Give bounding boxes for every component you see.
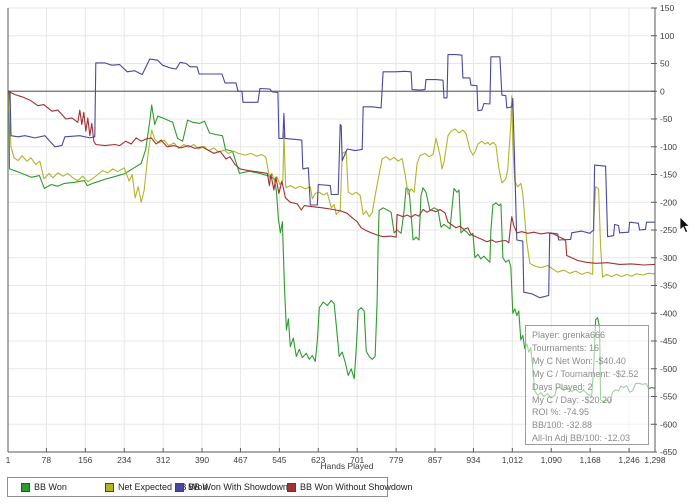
gridlines [8,7,655,452]
tick-labels: 1 78 156 234 312 390 467 545 623 701 779 857 934 1,01… [6,3,678,465]
y-tick-label: -650 [660,447,677,457]
x-tick-label: 1,298 [644,455,666,465]
stats-tooltip: Player: grenka666 Tournaments: 16 My C Net… [525,325,649,445]
tooltip-row: BB/100: -32.88 [532,420,593,431]
y-tick-label: 50 [660,59,670,69]
y-tick-label: -150 [660,170,677,180]
x-tick-label: 1,012 [502,455,524,465]
y-tick-label: -500 [660,364,677,374]
legend-item: Net Expected BB Won [105,478,207,496]
x-tick-label: 1 [6,455,11,465]
y-tick-label: -250 [660,225,677,235]
legend-label: BB Won Without Showdown [300,482,413,492]
y-tick-label: 150 [660,3,674,13]
y-tick-label: -550 [660,392,677,402]
y-tick-label: -350 [660,281,677,291]
y-tick-label: -100 [660,142,677,152]
y-tick-label: -600 [660,419,677,429]
legend-swatch-icon [21,482,30,492]
y-tick-label: -400 [660,308,677,318]
x-tick-label: 467 [233,455,247,465]
legend-swatch-icon [287,482,296,492]
y-tick-label: -200 [660,197,677,207]
x-tick-label: 934 [466,455,480,465]
x-tick-label: 545 [272,455,286,465]
legend-swatch-icon [175,482,184,492]
x-axis-title: Hands Played [320,461,374,471]
tooltip-row: ROI %: -74.95 [532,407,590,418]
x-tick-label: 623 [311,455,325,465]
tooltip-row: All-In Adj BB/100: -12.03 [532,433,631,444]
mouse-cursor-icon [680,217,691,234]
x-tick-label: 1,246 [618,455,640,465]
tooltip-row: Player: grenka666 [532,330,606,340]
legend-label: BB Won [34,482,67,492]
x-tick-label: 857 [428,455,442,465]
y-tick-label: 0 [660,86,665,96]
legend: BB Won Net Expected BB Won BB Won With Sho… [7,477,412,497]
tooltip-row: Tournaments: 16 [532,342,600,353]
x-tick-label: 779 [389,455,403,465]
tooltip-row: My C Net Won: -$40.40 [532,355,626,366]
legend-item: BB Won Without Showdown [287,478,412,496]
x-tick-label: 1,168 [580,455,602,465]
x-tick-label: 156 [78,455,92,465]
legend-swatch-icon [105,482,114,492]
x-tick-label: 312 [156,455,170,465]
series-lines [7,54,656,404]
tooltip-row: Days Played: 2 [532,381,593,392]
x-tick-label: 390 [195,455,209,465]
legend-label: Net Expected BB Won [118,482,208,492]
tooltip-row: My C / Day: -$20.20 [532,394,613,405]
x-tick-label: 234 [117,455,131,465]
x-tick-label: 78 [42,455,52,465]
y-tick-label: -300 [660,253,677,263]
y-tick-label: 100 [660,31,674,41]
series-line-bb-won-with-showdown [8,54,655,299]
y-tick-label: -450 [660,336,677,346]
x-tick-label: 701 [350,455,364,465]
series-line-bb-won-without-showdown [7,90,656,266]
legend-item: BB Won [21,478,67,496]
series-line-net-expected-bb-won [7,91,656,278]
x-tick-label: 1,090 [541,455,563,465]
y-tick-label: -50 [660,114,673,124]
legend-label: BB Won With Showdown [188,482,288,492]
legend-item: BB Won With Showdown [175,478,288,496]
tooltip-row: My C / Tournament: -$2.52 [532,368,639,379]
